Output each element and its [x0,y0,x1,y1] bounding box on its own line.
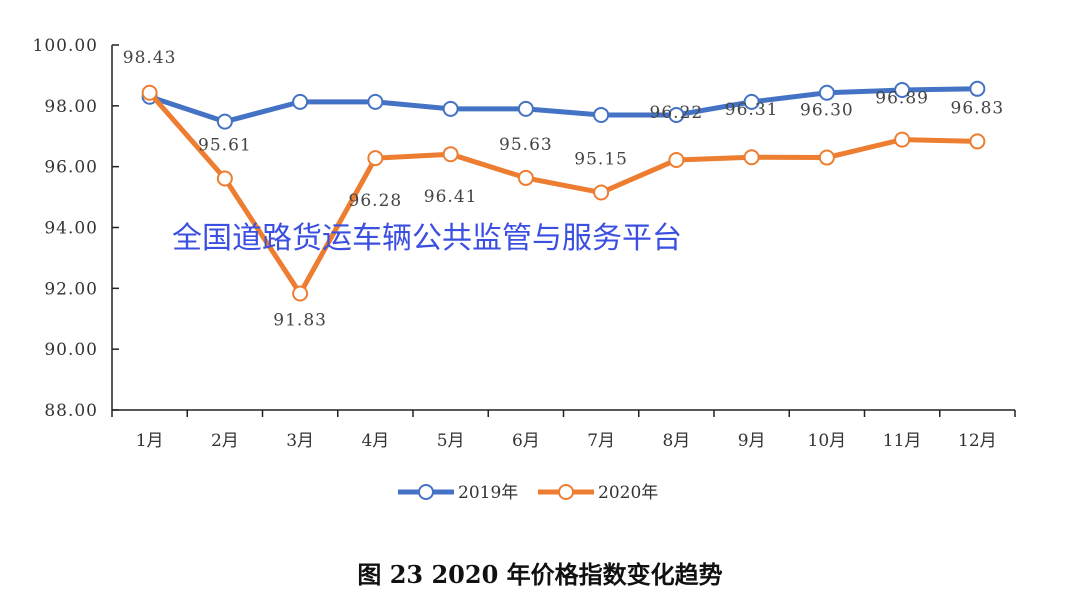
y-tick-label: 92.00 [44,279,98,299]
x-tick-label: 4月 [361,431,389,451]
x-tick-label: 9月 [738,431,766,451]
data-point [367,150,384,167]
data-point [593,106,610,123]
data-point [593,184,610,201]
data-point [894,82,911,99]
x-tick-label: 6月 [512,431,540,451]
data-label: 96.30 [800,101,854,121]
data-label: 96.28 [349,191,403,211]
x-tick-label: 11月 [883,431,922,451]
data-point [517,100,534,117]
data-point [216,170,233,187]
series-line-2019年 [148,86,978,125]
x-tick-label: 8月 [662,431,690,451]
data-label: 95.63 [499,135,553,155]
data-point [517,169,534,186]
y-tick-label: 98.00 [44,97,98,117]
figure-caption: 图 23 2020 年价格指数变化趋势 [357,560,723,589]
data-point [818,149,835,166]
legend-marker [558,484,574,500]
data-point [442,100,459,117]
data-label: 96.89 [875,89,929,109]
y-tick-label: 100.00 [33,36,98,56]
legend-label: 2019年 [458,483,518,503]
x-tick-label: 3月 [286,431,314,451]
y-tick-label: 88.00 [44,401,98,421]
data-label: 96.41 [424,187,478,207]
legend-label: 2020年 [598,483,658,503]
data-point [141,84,158,101]
data-label: 96.83 [951,98,1005,118]
y-tick-label: 94.00 [44,219,98,239]
data-point [292,93,309,110]
data-label: 95.61 [198,136,252,156]
x-tick-label: 1月 [136,431,164,451]
data-label: 95.15 [574,150,628,170]
data-point [743,149,760,166]
data-point [442,146,459,163]
line-chart: 88.00 90.00 92.00 94.00 96.00 98.00 100.00 1月 2月… [33,36,1016,503]
x-tick-label: 2月 [211,431,239,451]
data-point [969,133,986,150]
legend-marker [418,484,434,500]
series-line-2020年 [147,91,978,297]
data-point [894,131,911,148]
x-tick-label: 7月 [587,431,615,451]
y-tick-label: 96.00 [44,158,98,178]
data-point [216,113,233,130]
x-tick-label: 12月 [958,431,997,451]
data-label: 96.22 [650,103,704,123]
data-point [743,93,760,110]
data-label: 98.43 [123,48,177,68]
data-point [668,151,685,168]
x-tick-label: 5月 [437,431,465,451]
data-label: 96.31 [725,100,779,120]
data-label: 91.83 [273,311,327,331]
data-point [367,93,384,110]
data-point [818,84,835,101]
y-tick-label: 90.00 [44,340,98,360]
x-tick-label: 10月 [808,431,847,451]
data-point [292,285,309,302]
watermark: 全国道路货运车辆公共监管与服务平台 [172,221,682,256]
data-point [969,80,986,97]
data-point [668,106,685,123]
